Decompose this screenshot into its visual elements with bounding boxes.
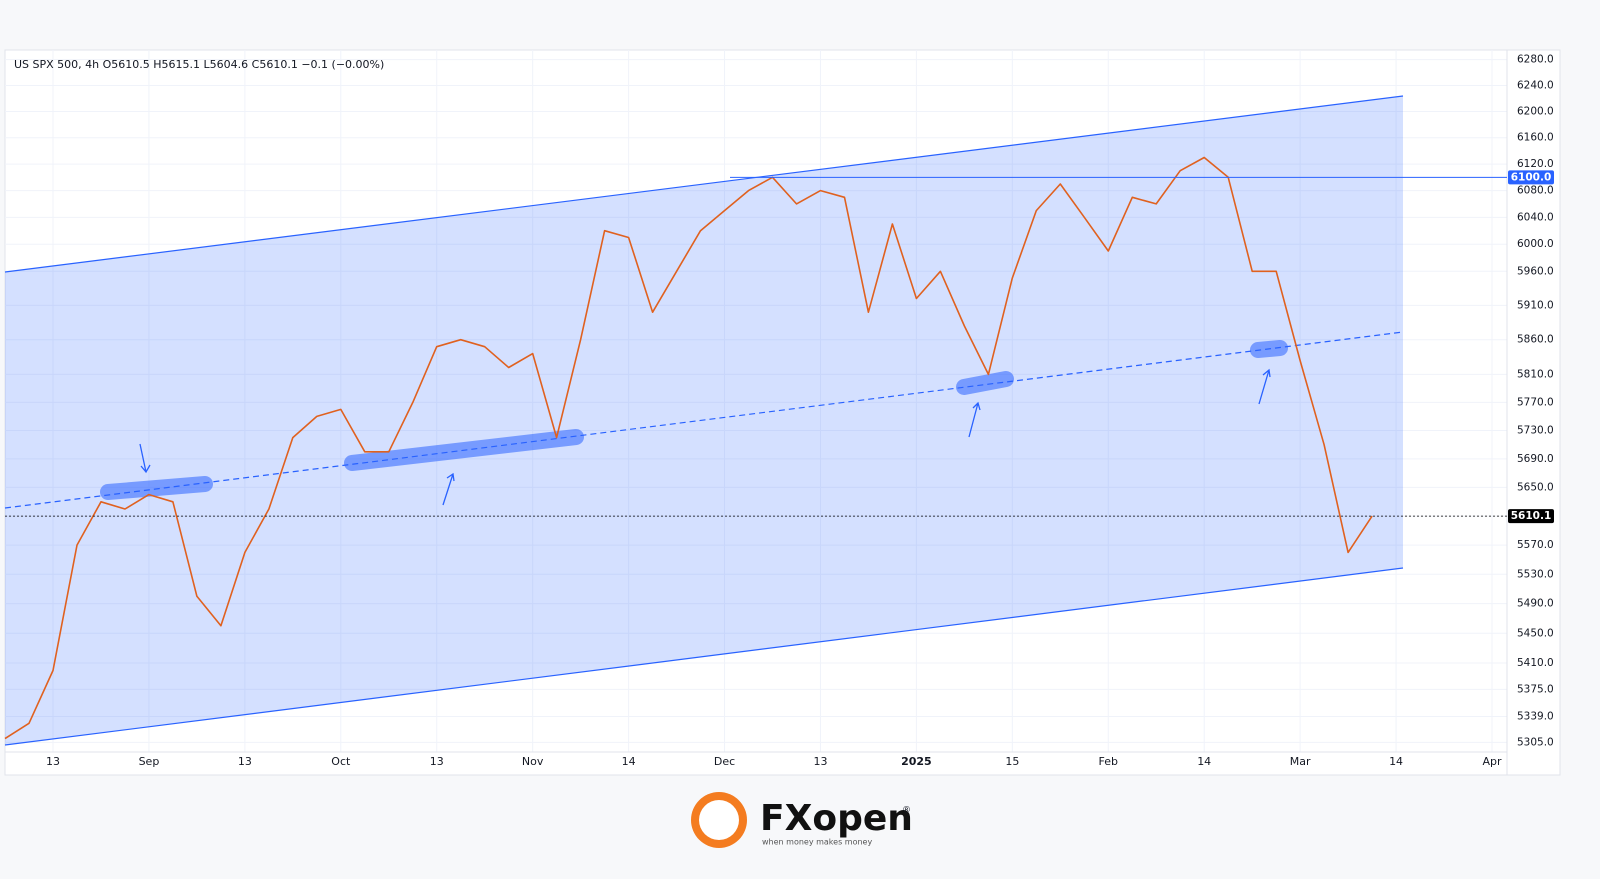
y-tick-label: 5375.0: [1517, 683, 1554, 695]
chart-panel: [4, 49, 1561, 776]
branding: FXopen ® when money makes money: [691, 792, 913, 848]
y-tick-label: 6000.0: [1517, 238, 1554, 250]
arrow: [968, 401, 981, 438]
channel-upper: [4, 95, 1404, 273]
y-tick-label: 5490.0: [1517, 598, 1554, 610]
y-tick-label: 6240.0: [1517, 80, 1554, 92]
y-tick-label: 6200.0: [1517, 106, 1554, 118]
highlight: [1250, 340, 1288, 358]
channel-lower: [4, 567, 1404, 746]
x-tick-label: Sep: [139, 755, 160, 768]
x-tick-label: 2025: [901, 755, 932, 768]
highlights: [100, 340, 1288, 500]
y-tick-label: 5910.0: [1517, 299, 1554, 311]
x-tick-label: Feb: [1099, 755, 1118, 768]
y-tick-label: 6040.0: [1517, 211, 1554, 223]
y-tick-label: 5339.0: [1517, 711, 1554, 723]
x-tick-label: Oct: [331, 755, 351, 768]
price-label-box: [1508, 509, 1554, 524]
y-tick-label: 6120.0: [1517, 158, 1554, 170]
x-tick-label: Nov: [522, 755, 544, 768]
x-tick-label: 13: [813, 755, 827, 768]
chart-title: US SPX 500, 4h O5610.5 H5615.1 L5604.6 C…: [14, 58, 384, 71]
x-tick-label: 14: [1389, 755, 1403, 768]
y-tick-label: 5450.0: [1517, 627, 1554, 639]
x-tick-label: Mar: [1290, 755, 1311, 768]
arrow: [442, 472, 455, 506]
y-tick-label: 5570.0: [1517, 539, 1554, 551]
grid: [5, 50, 1507, 752]
y-tick-label: 5305.0: [1517, 736, 1554, 748]
x-tick-label: 13: [430, 755, 444, 768]
channel-mid: [4, 331, 1404, 509]
logo-text: FXopen: [760, 798, 913, 839]
y-tick-label: 5410.0: [1517, 657, 1554, 669]
y-tick-label: 5690.0: [1517, 453, 1554, 465]
y-tick-label: 5730.0: [1517, 425, 1554, 437]
tagline: when money makes money: [762, 838, 872, 847]
highlight: [344, 429, 584, 471]
highlight: [956, 371, 1014, 395]
price-label-box: [1508, 170, 1554, 185]
x-tick-label: 13: [238, 755, 252, 768]
arrow: [139, 443, 151, 474]
registered: ®: [902, 806, 911, 816]
x-tick-label: 13: [46, 755, 60, 768]
y-tick-label: 6080.0: [1517, 185, 1554, 197]
x-tick-label: 15: [1005, 755, 1019, 768]
price-label: 6100.0: [1511, 171, 1552, 183]
y-tick-label: 5530.0: [1517, 568, 1554, 580]
highlight: [100, 476, 213, 500]
arrows: [139, 368, 1271, 506]
x-tick-label: 14: [622, 755, 636, 768]
x-tick-label: Dec: [714, 755, 735, 768]
y-tick-label: 5650.0: [1517, 481, 1554, 493]
x-tick-label: Apr: [1482, 755, 1502, 768]
y-tick-label: 5860.0: [1517, 334, 1554, 346]
y-tick-label: 6160.0: [1517, 132, 1554, 144]
logo-mark-inner: [699, 800, 739, 840]
y-tick-label: 5810.0: [1517, 368, 1554, 380]
y-tick-label: 6280.0: [1517, 54, 1554, 66]
y-tick-label: 5960.0: [1517, 265, 1554, 277]
arrow: [1258, 368, 1271, 405]
y-tick-label: 5770.0: [1517, 396, 1554, 408]
price-line: [4, 156, 1373, 740]
x-tick-label: 14: [1197, 755, 1211, 768]
price-label: 5610.1: [1511, 510, 1552, 522]
